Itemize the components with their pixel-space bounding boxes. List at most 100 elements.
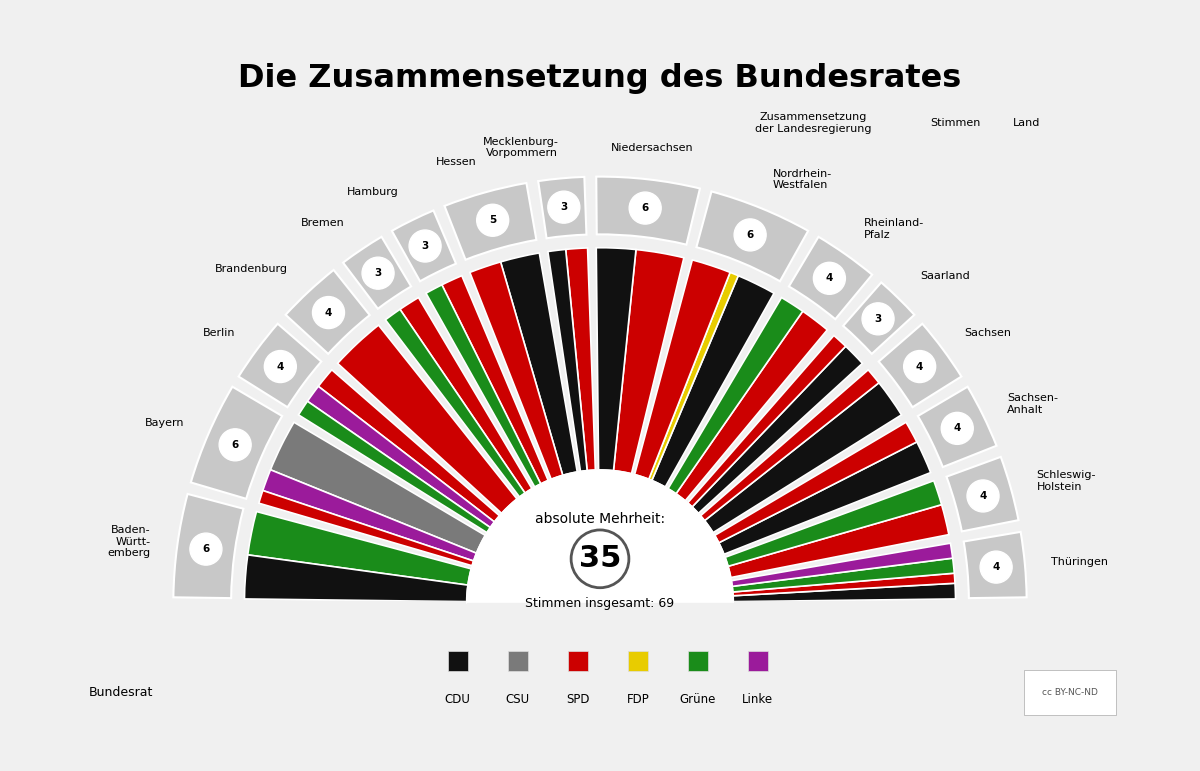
Circle shape bbox=[220, 429, 251, 461]
Wedge shape bbox=[245, 555, 468, 601]
FancyBboxPatch shape bbox=[628, 651, 648, 671]
Wedge shape bbox=[400, 298, 532, 493]
Text: cc BY-NC-ND: cc BY-NC-ND bbox=[1042, 688, 1098, 697]
Text: Sachsen: Sachsen bbox=[965, 328, 1012, 338]
Wedge shape bbox=[470, 262, 563, 480]
Circle shape bbox=[548, 191, 580, 223]
Circle shape bbox=[476, 204, 509, 236]
Text: 4: 4 bbox=[277, 362, 284, 372]
Text: Baden-
Württ-
emberg: Baden- Württ- emberg bbox=[108, 525, 151, 558]
Text: 6: 6 bbox=[203, 544, 210, 554]
Wedge shape bbox=[286, 270, 370, 354]
Text: 4: 4 bbox=[325, 308, 332, 318]
Wedge shape bbox=[918, 387, 996, 467]
Text: 5: 5 bbox=[490, 215, 497, 225]
Wedge shape bbox=[696, 191, 808, 281]
Wedge shape bbox=[732, 543, 953, 587]
FancyBboxPatch shape bbox=[568, 651, 588, 671]
Text: 4: 4 bbox=[979, 491, 986, 501]
Wedge shape bbox=[259, 490, 474, 566]
Text: Bundesrat: Bundesrat bbox=[89, 685, 154, 699]
Wedge shape bbox=[788, 237, 872, 319]
Text: 35: 35 bbox=[578, 544, 622, 574]
Text: Hamburg: Hamburg bbox=[347, 187, 398, 197]
Wedge shape bbox=[704, 382, 901, 533]
Circle shape bbox=[312, 297, 344, 328]
Text: Nordrhein-
Westfalen: Nordrhein- Westfalen bbox=[773, 169, 832, 190]
Circle shape bbox=[190, 533, 222, 565]
Wedge shape bbox=[964, 532, 1027, 598]
Wedge shape bbox=[565, 248, 595, 470]
Wedge shape bbox=[733, 583, 955, 601]
Text: Grüne: Grüne bbox=[679, 693, 716, 706]
Text: Zusammensetzung
der Landesregierung: Zusammensetzung der Landesregierung bbox=[755, 113, 871, 134]
Wedge shape bbox=[173, 494, 244, 598]
Circle shape bbox=[862, 303, 894, 335]
Wedge shape bbox=[725, 480, 942, 566]
Circle shape bbox=[734, 219, 766, 251]
Polygon shape bbox=[467, 603, 733, 625]
Text: 3: 3 bbox=[421, 241, 428, 251]
Text: 6: 6 bbox=[232, 439, 239, 449]
Wedge shape bbox=[263, 470, 476, 561]
Text: Bayern: Bayern bbox=[145, 418, 184, 428]
Circle shape bbox=[814, 262, 845, 295]
Text: 3: 3 bbox=[374, 268, 382, 278]
Circle shape bbox=[904, 351, 936, 382]
Circle shape bbox=[967, 480, 1000, 512]
Text: 6: 6 bbox=[642, 203, 649, 213]
Wedge shape bbox=[307, 386, 494, 527]
Text: Linke: Linke bbox=[743, 693, 773, 706]
Text: Mecklenburg-
Vorpommern: Mecklenburg- Vorpommern bbox=[482, 136, 558, 158]
Wedge shape bbox=[947, 457, 1019, 531]
Circle shape bbox=[941, 412, 973, 444]
Wedge shape bbox=[318, 370, 499, 522]
Text: Bremen: Bremen bbox=[301, 218, 344, 228]
Wedge shape bbox=[719, 442, 931, 554]
FancyBboxPatch shape bbox=[748, 651, 768, 671]
Wedge shape bbox=[733, 573, 955, 596]
Circle shape bbox=[980, 551, 1012, 583]
Text: 4: 4 bbox=[992, 562, 1000, 572]
FancyBboxPatch shape bbox=[688, 651, 708, 671]
Text: 4: 4 bbox=[916, 362, 923, 372]
Wedge shape bbox=[613, 250, 684, 473]
Text: CSU: CSU bbox=[505, 693, 530, 706]
Wedge shape bbox=[239, 324, 322, 407]
Wedge shape bbox=[676, 311, 827, 500]
Wedge shape bbox=[715, 423, 917, 543]
Wedge shape bbox=[844, 282, 914, 354]
Wedge shape bbox=[500, 253, 577, 475]
Wedge shape bbox=[299, 401, 491, 533]
Wedge shape bbox=[444, 183, 536, 260]
Text: CDU: CDU bbox=[445, 693, 470, 706]
Text: Land: Land bbox=[1013, 118, 1040, 128]
Text: Stimmen insgesamt: 69: Stimmen insgesamt: 69 bbox=[526, 597, 674, 610]
Circle shape bbox=[264, 351, 296, 382]
Wedge shape bbox=[596, 247, 636, 470]
Text: Brandenburg: Brandenburg bbox=[215, 264, 288, 274]
Text: Rheinland-
Pfalz: Rheinland- Pfalz bbox=[864, 218, 924, 240]
Wedge shape bbox=[191, 387, 282, 499]
Wedge shape bbox=[270, 423, 485, 554]
Wedge shape bbox=[635, 260, 730, 480]
Text: Hessen: Hessen bbox=[436, 157, 476, 167]
Wedge shape bbox=[385, 309, 524, 497]
Text: 4: 4 bbox=[826, 273, 833, 283]
Text: Berlin: Berlin bbox=[203, 328, 235, 338]
FancyBboxPatch shape bbox=[448, 651, 468, 671]
Text: absolute Mehrheit:: absolute Mehrheit: bbox=[535, 512, 665, 526]
Text: Sachsen-
Anhalt: Sachsen- Anhalt bbox=[1007, 393, 1058, 415]
Wedge shape bbox=[343, 237, 412, 308]
Text: 3: 3 bbox=[875, 314, 882, 324]
Wedge shape bbox=[442, 276, 548, 484]
Text: Schleswig-
Holstein: Schleswig- Holstein bbox=[1037, 470, 1096, 492]
Text: Saarland: Saarland bbox=[920, 271, 970, 281]
Circle shape bbox=[571, 530, 629, 588]
Text: 6: 6 bbox=[746, 230, 754, 240]
Circle shape bbox=[409, 230, 442, 262]
Wedge shape bbox=[596, 177, 700, 244]
FancyBboxPatch shape bbox=[508, 651, 528, 671]
Text: Stimmen: Stimmen bbox=[930, 118, 980, 128]
Circle shape bbox=[629, 192, 661, 224]
